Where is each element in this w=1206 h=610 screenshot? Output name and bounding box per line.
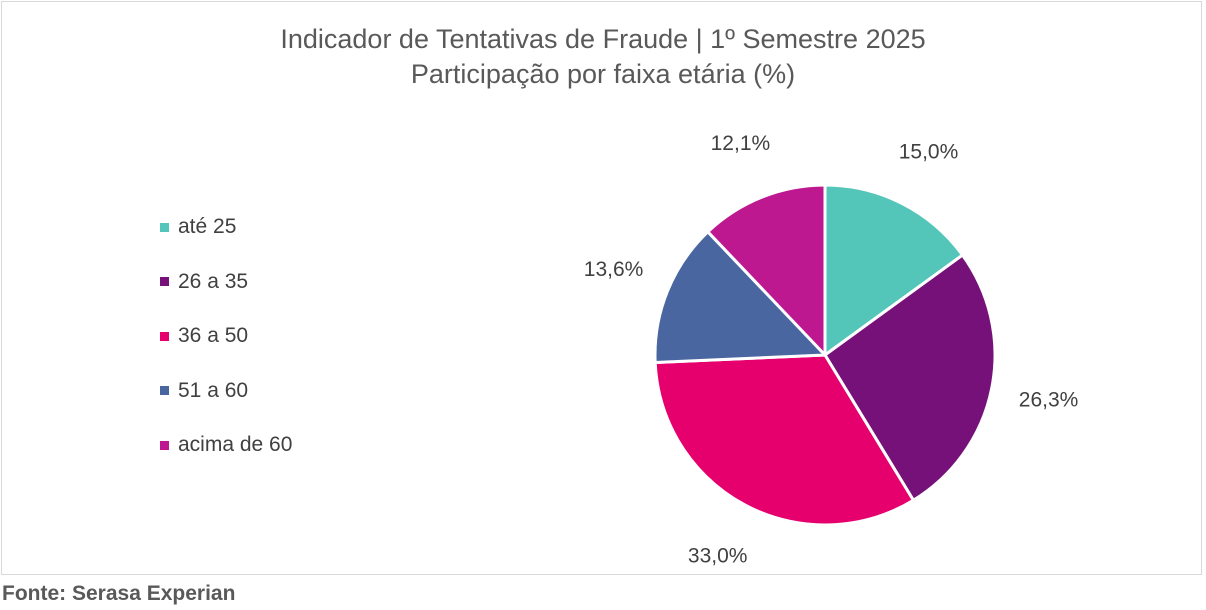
legend-swatch [160, 386, 169, 396]
legend-item-36-a-50: 36 a 50 [160, 309, 292, 364]
legend-item-51-a-60: 51 a 60 [160, 364, 292, 419]
data-label-36-a-50: 33,0% [688, 545, 748, 568]
legend-item-ate-25: até 25 [160, 200, 292, 255]
legend-swatch [160, 331, 169, 341]
chart-subtitle: Participação por faixa etária (%) [410, 59, 796, 89]
chart-legend: até 25 26 a 35 36 a 50 51 a 60 acima de … [160, 200, 292, 473]
legend-item-26-a-35: 26 a 35 [160, 255, 292, 310]
chart-title: Indicador de Tentativas de Fraude | 1º S… [280, 24, 926, 54]
pie-slice-36-a-50 [653, 353, 915, 527]
pie-slice-ate-25 [823, 183, 965, 357]
legend-label: 51 a 60 [178, 378, 249, 402]
data-label-acima-de-60: 12,1% [711, 132, 771, 155]
legend-item-acima-de-60: acima de 60 [160, 418, 292, 473]
legend-swatch [160, 222, 169, 232]
legend-label: 26 a 35 [178, 269, 249, 293]
pie-chart: 15,0% 26,3% 33,0% 13,6% 12,1% [584, 132, 1079, 568]
source-note: Fonte: Serasa Experian [2, 582, 236, 605]
legend-swatch [160, 440, 169, 450]
data-label-51-a-60: 13,6% [584, 258, 644, 281]
legend-swatch [160, 277, 169, 287]
pie-slice-26-a-35 [823, 253, 997, 502]
legend-label: 36 a 50 [178, 324, 249, 348]
legend-label: acima de 60 [178, 433, 293, 457]
pie-slice-acima-de-60 [706, 183, 827, 357]
legend-label: até 25 [178, 215, 237, 239]
chart-area [1, 1, 1202, 575]
data-label-ate-25: 15,0% [899, 140, 959, 163]
data-label-26-a-35: 26,3% [1019, 388, 1079, 411]
pie-slice-51-a-60 [653, 230, 827, 364]
